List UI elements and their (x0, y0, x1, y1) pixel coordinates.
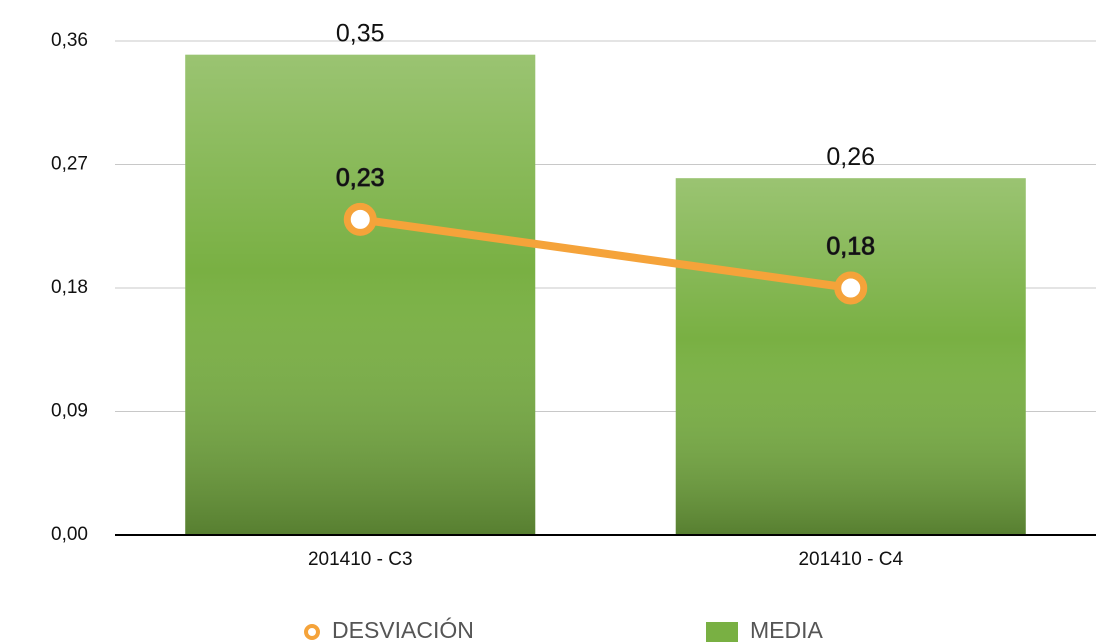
legend-swatch (304, 624, 320, 640)
legend-label: MEDIA (750, 617, 824, 643)
y-tick-label: 0,36 (51, 30, 88, 51)
y-tick-label: 0,09 (51, 401, 88, 422)
line (359, 215, 852, 292)
bar-shade (675, 178, 1026, 535)
line-value-label: 0,18 (826, 233, 875, 261)
line-marker (834, 271, 868, 305)
legend-swatch (706, 622, 738, 642)
y-tick-label: 0,27 (51, 154, 88, 175)
y-tick-label: 0,18 (51, 277, 88, 298)
x-tick-label: 201410 - C4 (798, 549, 903, 570)
bar-value-label: 0,35 (336, 19, 385, 47)
y-tick-label: 0,00 (51, 524, 88, 545)
x-tick-label: 201410 - C3 (308, 549, 413, 570)
legend-label: DESVIACIÓN (332, 617, 474, 643)
bar-value-label: 0,26 (826, 143, 875, 171)
line-value-label: 0,23 (336, 164, 385, 192)
bar-shade (185, 54, 536, 535)
line-marker (343, 202, 377, 236)
